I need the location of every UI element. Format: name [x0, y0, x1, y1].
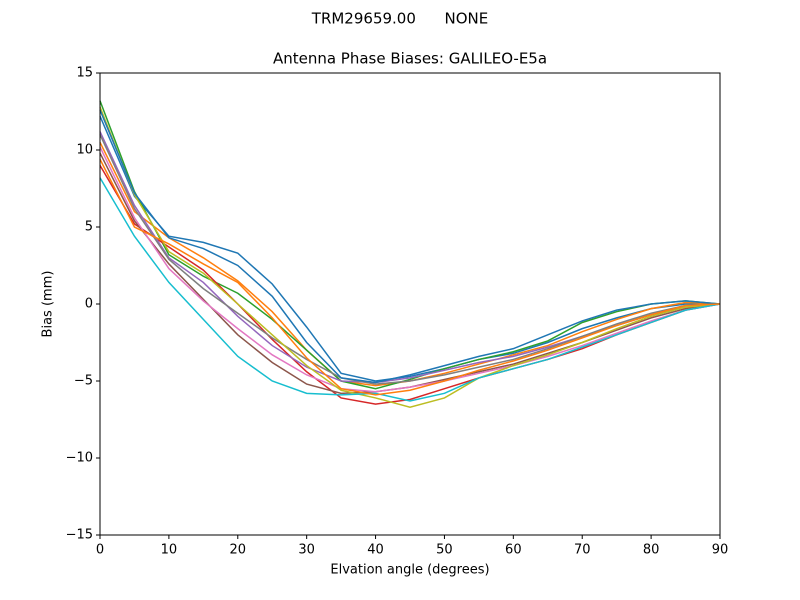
y-tick-label: −10 — [66, 451, 93, 466]
series-line — [99, 146, 721, 393]
series-line — [99, 165, 721, 405]
series-line — [99, 100, 721, 390]
y-tick-label: −5 — [74, 374, 93, 389]
series-line — [99, 134, 721, 385]
y-tick-label: 10 — [76, 143, 93, 158]
series-line — [99, 109, 721, 384]
axes-frame — [99, 72, 721, 536]
x-tick-label: 20 — [230, 543, 247, 558]
x-tick-label: 80 — [643, 543, 660, 558]
series-line — [99, 106, 721, 408]
series-line — [99, 177, 721, 402]
x-tick-label: 70 — [574, 543, 591, 558]
y-tick-label: 0 — [85, 297, 93, 312]
x-tick-label: 90 — [712, 543, 729, 558]
y-tick-label: 15 — [76, 66, 93, 81]
series-line — [99, 152, 721, 395]
x-tick-label: 50 — [436, 543, 453, 558]
y-tick-label: −15 — [66, 528, 93, 543]
x-tick-label: 0 — [96, 543, 104, 558]
chart-title: Antenna Phase Biases: GALILEO-E5a — [273, 50, 547, 68]
y-axis-label: Bias (mm) — [41, 271, 56, 338]
x-tick-label: 10 — [161, 543, 178, 558]
chart-suptitle: TRM29659.00 NONE — [311, 10, 488, 28]
series-line — [99, 115, 720, 382]
x-axis-label: Elvation angle (degrees) — [330, 563, 489, 578]
x-tick-label: 40 — [367, 543, 384, 558]
x-tick-label: 30 — [298, 543, 315, 558]
plot-area — [99, 100, 721, 408]
series-line — [99, 131, 721, 384]
y-tick-label: 5 — [85, 220, 93, 235]
x-tick-label: 60 — [505, 543, 522, 558]
series-line — [99, 158, 721, 396]
